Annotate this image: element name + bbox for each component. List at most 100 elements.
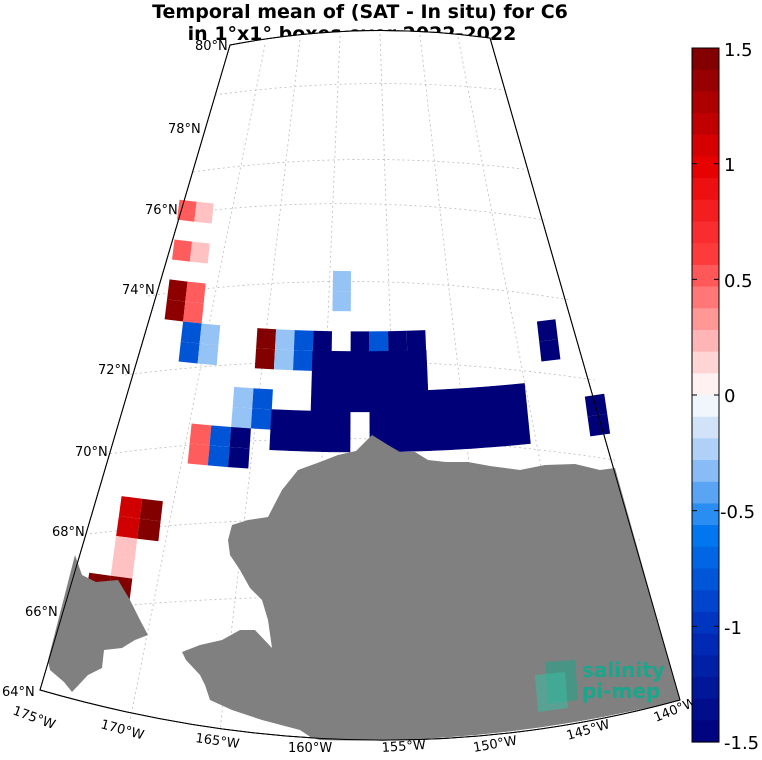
colorbar-block <box>692 546 719 570</box>
data-cell <box>178 341 200 364</box>
data-cell <box>485 384 508 408</box>
data-cell <box>312 330 332 352</box>
data-cell <box>116 516 140 539</box>
data-cell <box>254 348 275 370</box>
data-cell <box>310 410 331 433</box>
data-cell <box>290 410 312 432</box>
data-cell <box>172 239 193 262</box>
data-cell <box>110 555 135 579</box>
lon-label: 160°W <box>288 741 332 756</box>
data-cell <box>293 330 314 351</box>
data-cell <box>388 390 410 412</box>
data-cell <box>506 403 529 426</box>
data-cell <box>113 536 138 559</box>
data-cell <box>256 328 277 350</box>
colorbar-block <box>692 395 719 418</box>
salinity-pimep-logo: salinity pi-mep <box>535 658 665 712</box>
colorbar-block <box>692 69 719 92</box>
lon-label: 170°W <box>99 717 146 743</box>
lat-label: 80°N <box>195 39 228 54</box>
data-cell <box>330 391 351 413</box>
data-cell <box>231 407 253 429</box>
data-cell <box>369 391 390 413</box>
data-cell <box>408 390 429 412</box>
meridian-line <box>457 36 591 721</box>
data-cell <box>369 350 390 372</box>
data-cell <box>199 323 221 346</box>
colorbar-block <box>692 438 719 461</box>
parallel-line <box>169 203 546 221</box>
lat-label: 74°N <box>122 283 155 298</box>
colorbar-block <box>692 243 719 266</box>
colorbar-block <box>692 221 719 244</box>
data-cell <box>468 426 491 449</box>
data-cell <box>387 350 409 372</box>
colorbar-block <box>692 633 719 656</box>
lon-label: 175°W <box>11 704 58 733</box>
colorbar-tick-label: -1.5 <box>724 733 759 754</box>
data-cell <box>407 369 429 392</box>
colorbar-block <box>692 178 719 201</box>
data-cell <box>164 299 186 322</box>
map-border <box>39 29 681 741</box>
lat-label: 78°N <box>168 122 201 137</box>
colorbar-block <box>692 460 719 483</box>
data-cell <box>388 330 408 352</box>
data-cell <box>467 406 490 429</box>
data-cell <box>332 291 351 312</box>
colorbar-tick-label: 1.5 <box>724 40 753 61</box>
latitude-labels: 80°N 78°N 76°N 74°N 72°N 70°N 68°N 66°N … <box>2 39 228 700</box>
colorbar-block <box>692 373 719 396</box>
colorbar-block <box>692 351 719 374</box>
data-cell <box>330 350 351 372</box>
lat-label: 64°N <box>2 685 35 700</box>
lat-label: 72°N <box>98 363 131 378</box>
colorbar-block <box>692 590 719 613</box>
logo-mark <box>535 672 568 712</box>
data-cell <box>369 371 390 393</box>
data-cell <box>252 388 273 410</box>
colorbar-block <box>692 698 719 721</box>
colorbar-tick-label: -1 <box>724 618 742 639</box>
colorbar-tick-label: 0 <box>724 386 735 407</box>
logo-line-2: pi-mep <box>582 679 660 703</box>
data-cell <box>369 411 391 433</box>
colorbar-block <box>692 113 719 136</box>
data-cell <box>275 329 295 351</box>
colorbar-tick-label: 1 <box>724 155 735 176</box>
colorbar-block <box>692 308 719 331</box>
data-cell <box>508 423 531 446</box>
data-cell <box>250 408 272 430</box>
data-cell <box>189 241 210 264</box>
data-cell <box>447 408 470 430</box>
data-cell <box>330 371 351 393</box>
colorbar-block <box>692 568 719 591</box>
colorbar-block <box>692 611 719 635</box>
colorbar-block <box>692 264 719 288</box>
data-cell <box>349 391 371 413</box>
data-cell <box>293 350 313 371</box>
data-cell <box>448 428 471 451</box>
colorbar-block <box>692 329 719 353</box>
data-cell <box>332 270 351 292</box>
data-cell <box>207 445 230 468</box>
colorbar-block <box>692 655 719 678</box>
data-cell <box>504 383 527 406</box>
lon-label: 150°W <box>472 733 518 755</box>
data-cell <box>228 447 250 469</box>
colorbar-block <box>692 416 719 439</box>
data-cell <box>273 349 294 371</box>
data-cell <box>185 281 206 304</box>
parallel-line <box>147 281 571 301</box>
data-cell <box>536 319 558 342</box>
data-cell <box>197 343 219 366</box>
colorbar-block <box>692 156 719 179</box>
colorbar-tick-label: -0.5 <box>720 502 755 523</box>
data-cell <box>229 427 251 449</box>
data-cell <box>194 201 214 224</box>
data-cell <box>406 349 428 372</box>
data-cell <box>183 301 204 324</box>
data-cell <box>584 393 608 417</box>
data-cell <box>289 430 311 452</box>
data-cell <box>427 389 449 411</box>
